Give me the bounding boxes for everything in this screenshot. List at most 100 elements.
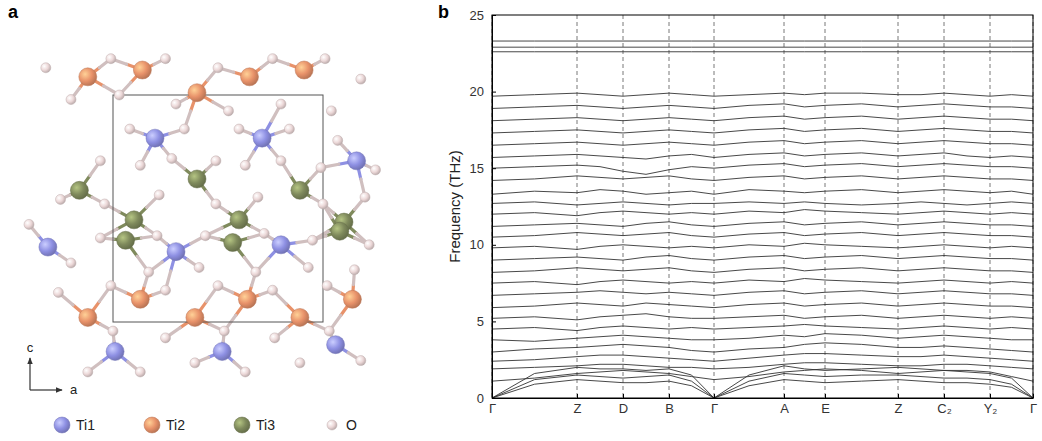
atom	[316, 163, 326, 173]
tick-mark	[898, 394, 899, 398]
atom	[135, 160, 145, 170]
atom	[318, 199, 328, 209]
grid-line	[825, 15, 826, 398]
atom	[211, 199, 221, 209]
tick: 10	[470, 237, 496, 252]
band	[492, 233, 1033, 238]
legend-label: Ti2	[166, 417, 185, 433]
atom	[144, 267, 154, 277]
tick: 20	[470, 84, 496, 99]
axis-label: c	[27, 340, 34, 355]
atom	[348, 152, 366, 170]
tick-label: Y₂	[984, 401, 998, 416]
axis-title: Frequency (THz)	[446, 150, 463, 263]
axis-arrow	[30, 389, 62, 390]
band	[492, 210, 1033, 216]
tick-label: 5	[477, 314, 484, 329]
atom	[133, 61, 151, 79]
atom	[171, 99, 181, 109]
atom	[106, 281, 116, 291]
x-axis: ΓZDBΓAEZC₂Y₂Γ	[489, 394, 1037, 416]
grid-line	[577, 15, 578, 398]
tick-mark	[492, 321, 496, 322]
band	[492, 51, 1033, 52]
tick: 25	[470, 8, 496, 23]
atom	[219, 326, 229, 336]
atom	[320, 54, 330, 64]
atom	[253, 129, 271, 147]
bonds	[29, 59, 376, 372]
atom	[56, 194, 66, 204]
tick-label: Γ	[1030, 401, 1037, 416]
tick-mark	[492, 15, 496, 16]
legend-swatch	[54, 417, 70, 433]
atom	[125, 211, 143, 229]
atom	[240, 367, 250, 377]
band	[492, 47, 1033, 48]
atom	[154, 190, 164, 200]
band	[492, 380, 1033, 398]
atom	[268, 285, 278, 295]
band	[492, 128, 1033, 133]
grid-line	[898, 15, 899, 398]
tick-label: Z	[574, 401, 582, 416]
atom	[238, 290, 256, 308]
band	[492, 153, 1033, 159]
grid-line	[669, 15, 670, 398]
band	[492, 363, 1033, 369]
atom	[135, 367, 145, 377]
atom	[308, 235, 318, 245]
band	[492, 303, 1033, 308]
figure: caTi1Ti2Ti3Oa0510152025ΓZDBΓAEZC₂Y₂ΓFreq…	[0, 0, 1042, 441]
atom	[333, 135, 343, 145]
atom	[213, 281, 223, 291]
band	[492, 222, 1033, 227]
atom	[211, 156, 221, 166]
tick: Γ	[711, 394, 718, 416]
panel-label: b	[438, 2, 449, 22]
atom	[241, 68, 259, 86]
atom	[117, 231, 135, 249]
atom	[253, 192, 263, 202]
tick-mark	[1033, 394, 1034, 398]
tick-label: Z	[895, 401, 903, 416]
tick-label: 15	[470, 161, 484, 176]
atom	[224, 106, 234, 116]
band	[492, 324, 1033, 330]
panel-a: caTi1Ti2Ti3Oa	[8, 2, 381, 433]
tick-mark	[714, 394, 715, 398]
grid-line	[714, 15, 715, 398]
tick-label: 10	[470, 237, 484, 252]
plot-frame	[492, 15, 1033, 398]
atom	[106, 54, 116, 64]
atom	[100, 199, 110, 209]
band	[492, 202, 1033, 205]
atom	[259, 228, 269, 238]
atom	[179, 124, 189, 134]
tick-label: E	[821, 401, 830, 416]
tick: A	[780, 394, 789, 416]
atom	[95, 156, 105, 166]
atom	[251, 267, 261, 277]
tick: Y₂	[984, 394, 998, 416]
band	[492, 279, 1033, 285]
tick: D	[619, 394, 628, 416]
legend-swatch	[327, 420, 337, 430]
band	[492, 291, 1033, 296]
axis-label: a	[70, 382, 78, 397]
atom	[350, 265, 360, 275]
axis-line	[492, 16, 493, 399]
atom	[327, 336, 345, 354]
atom	[276, 156, 286, 166]
band	[492, 334, 1033, 342]
atom	[24, 219, 34, 229]
band	[492, 116, 1033, 121]
tick-label: B	[665, 401, 674, 416]
atom	[324, 326, 334, 336]
atom	[272, 236, 290, 254]
grid-line	[784, 15, 785, 398]
atom	[188, 170, 206, 188]
atom	[326, 106, 336, 116]
atom	[276, 99, 286, 109]
atom	[95, 233, 105, 243]
